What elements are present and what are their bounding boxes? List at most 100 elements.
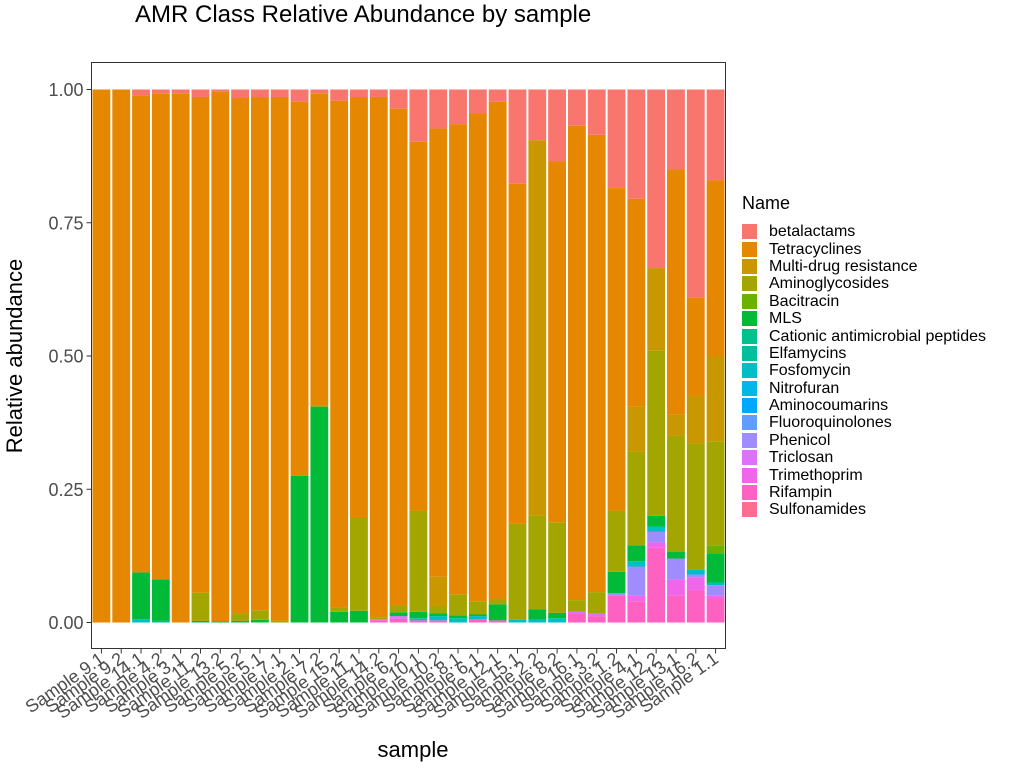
bar-segment (686, 590, 705, 623)
bar-segment (350, 610, 368, 623)
bar-segment (667, 169, 685, 415)
bar-segment (429, 606, 448, 614)
bar-segment (330, 100, 349, 608)
bar-segment (231, 98, 250, 614)
bar-segment (667, 414, 685, 436)
bar-segment (389, 605, 408, 613)
bar-segment (250, 619, 269, 623)
legend-swatch (742, 258, 757, 274)
bar-segment (429, 128, 448, 577)
bar-segment (587, 613, 606, 617)
legend-label: Bacitracin (769, 292, 840, 310)
bar-segment (468, 113, 487, 602)
bar-segment (647, 89, 666, 269)
bar-segment (449, 124, 467, 595)
bar-segment (686, 395, 705, 444)
bar-segment (706, 545, 725, 554)
bar-segment (310, 406, 329, 623)
bar-segment (290, 475, 309, 623)
bar-segment (250, 610, 269, 620)
bar-segment (548, 612, 567, 619)
legend-label: Trimethoprim (769, 466, 863, 484)
bar-segment (211, 621, 230, 623)
bar-segment (409, 89, 428, 142)
bar-segment (468, 614, 487, 617)
bar-segment (627, 406, 646, 452)
legend-swatch (742, 363, 757, 379)
bar-segment (191, 89, 210, 97)
bar-segment (132, 95, 150, 573)
legend-items: betalactams Tetracyclines Multi-drug resis… (742, 223, 986, 519)
bar-segment (627, 601, 646, 623)
bar-segment (587, 616, 606, 623)
bar-segment (548, 89, 567, 162)
bar-segment (627, 89, 646, 199)
legend-label: Triclosan (769, 449, 834, 467)
y-tick-label: 0.75 (48, 213, 83, 233)
bar-segment (468, 89, 487, 114)
bar-segment (389, 612, 408, 617)
legend-item: Sulfonamides (742, 501, 986, 518)
legend-swatch (742, 485, 757, 501)
bar-segment (449, 89, 467, 125)
bar-segment (369, 620, 388, 623)
legend-swatch (742, 345, 757, 361)
legend-item: Fosfomycin (742, 362, 986, 379)
bar-segment (270, 620, 289, 623)
legend-label: MLS (769, 310, 802, 328)
bar-segment (449, 615, 467, 619)
bar-segment (171, 89, 190, 94)
bar-segment (627, 561, 646, 567)
bar-segment (231, 620, 250, 623)
legend-item: Tetracyclines (742, 240, 986, 258)
bar-segment (627, 198, 646, 407)
chart-title: AMR Class Relative Abundance by sample (135, 1, 591, 28)
bar-segment (290, 101, 309, 476)
y-tick-label: 0.25 (48, 480, 83, 500)
bar-segment (270, 96, 289, 621)
bar-segment (686, 443, 705, 570)
bar-segment (151, 579, 170, 621)
bar-segment (151, 89, 170, 94)
bar-segment (667, 89, 685, 170)
bar-segment (647, 515, 666, 527)
bar-segment (429, 613, 448, 617)
legend-swatch (742, 224, 757, 240)
bar-segment (528, 609, 547, 620)
bar-segment (528, 515, 547, 610)
bar-segment (488, 89, 507, 102)
y-tick-label: 1.00 (48, 80, 83, 100)
bar-segment (686, 577, 705, 591)
bar-segment (389, 618, 408, 623)
x-axis-label: sample (378, 737, 449, 762)
bar-segment (250, 97, 269, 611)
legend-item: betalactams (742, 223, 986, 240)
legend-item: Bacitracin (742, 293, 986, 310)
bar-segment (389, 616, 408, 619)
legend-label: betalactams (769, 223, 856, 241)
bar-segment (191, 620, 210, 623)
bar-segment (567, 89, 586, 126)
bar-segment (647, 547, 666, 623)
bar-segment (112, 89, 131, 623)
bar-segment (468, 619, 487, 623)
legend-item: Aminocoumarins (742, 397, 986, 414)
bar-segment (488, 620, 507, 623)
bar-segment (508, 89, 527, 184)
bar-segment (548, 161, 567, 523)
legend: Name betalactams Tetracyclines Multi-drug … (742, 193, 986, 519)
bar-segment (429, 89, 448, 129)
bar-segment (330, 611, 349, 623)
bar-segment (508, 523, 527, 620)
bar-segment (567, 600, 586, 612)
bar-segment (627, 566, 646, 596)
bar-stack-group (92, 89, 725, 623)
legend-item: Triclosan (742, 449, 986, 466)
legend-item: Phenicol (742, 432, 986, 449)
bar-segment (607, 595, 626, 623)
bar-segment (686, 569, 705, 575)
bar-segment (686, 297, 705, 396)
bar-segment (369, 96, 388, 618)
bar-segment (647, 268, 666, 351)
